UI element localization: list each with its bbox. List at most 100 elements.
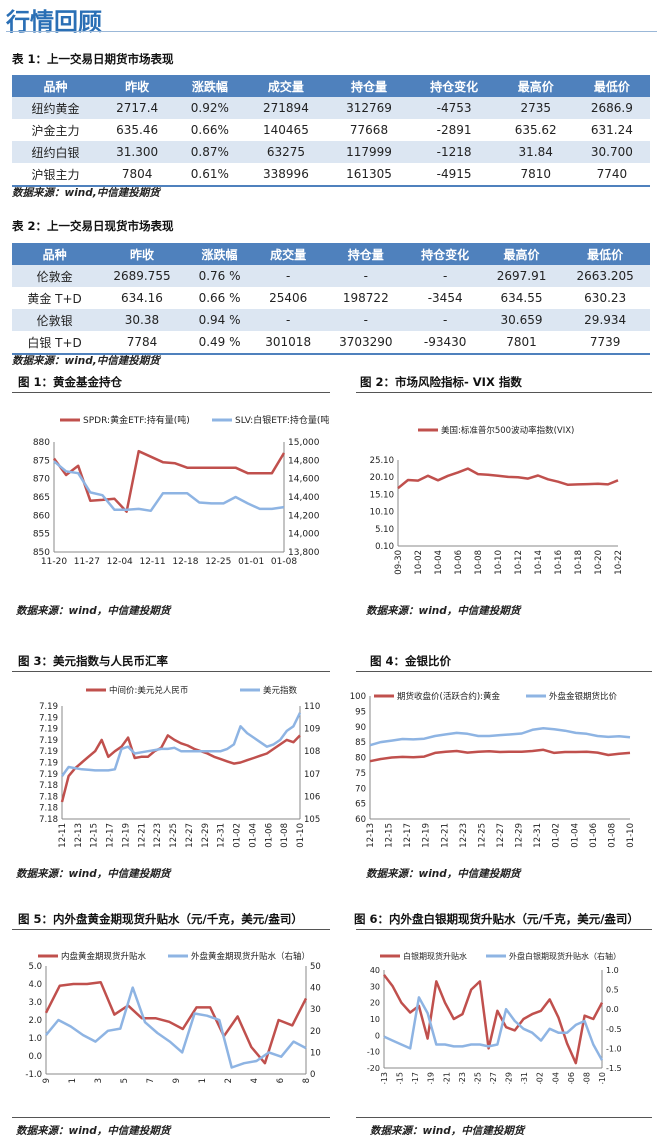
x-tick-label: 10-16 (554, 550, 564, 575)
legend-label: 外盘白银期现货升贴水（右轴） (509, 951, 621, 961)
table-cell: 635.62 (514, 123, 557, 137)
x-tick-label: 12-29 (201, 823, 211, 848)
series-line (52, 449, 286, 513)
y-tick-label: 10.10 (370, 508, 394, 518)
table-cell: - (252, 265, 324, 287)
y2-tick-label: 30 (310, 1005, 321, 1015)
x-tick-label: 01-08 (280, 823, 290, 848)
x-tick-label: 12-13 (380, 1072, 389, 1084)
table-cell: - (252, 309, 324, 331)
x-tick-label: 01-08 (607, 823, 617, 848)
x-tick-label: 12-19 (427, 1072, 436, 1084)
x-tick-label: 12-17 (106, 823, 116, 848)
table-cell: 3703290 (339, 335, 393, 349)
x-tick-label: 09-30 (394, 550, 404, 575)
x-tick-label: 01-04 (248, 823, 258, 848)
table2-caption: 表 2：上一交易日现货市场表现 (12, 219, 174, 233)
x-tick-label: 12-27 (185, 823, 195, 848)
fig5-chart: -1.0 0.0 1.0 2.0 3.0 4.0 5.0 0 10 20 30 40 50 12-19 12… (25, 951, 321, 1084)
x-tick-label: 12-17 (403, 823, 413, 848)
table-cell: 纽约黄金 (12, 97, 100, 119)
fig3-chart: 7.187.187.187.187.197.197.197.197.197.19… (39, 685, 320, 848)
table-cell: 198722 (342, 291, 389, 305)
y-tick-label: 7.18 (39, 792, 58, 802)
y-tick-label: 20 (370, 999, 380, 1008)
table-cell: 29.934 (560, 309, 650, 331)
y-tick-label: 4.0 (28, 980, 42, 990)
series-line (397, 467, 619, 490)
x-tick-label: 12-27 (496, 823, 506, 848)
legend-label: 美元指数 (263, 685, 298, 696)
table-cell: 0.61% (190, 167, 229, 181)
y-tick-label: 7.19 (39, 725, 58, 735)
series-line (53, 460, 285, 513)
table-cell: 2663.205 (560, 265, 650, 287)
y2-tick-label: 10 (310, 1048, 321, 1058)
table-cell: 0.87% (175, 141, 245, 163)
y-tick-label: -20 (367, 1064, 380, 1073)
legend-label: 期货收盘价(活跃合约):黄金 (397, 691, 500, 702)
y2-tick-label: -1.0 (606, 1044, 622, 1053)
table-cell: 635.46 (116, 123, 159, 137)
spot-table: 品种 昨收 涨跌幅 成交量 持仓量 持仓变化 最高价 最低价 伦敦金 2689.… (12, 243, 650, 355)
table-cell: 0.66% (190, 123, 229, 137)
x-tick-label: 12-29 (172, 1078, 182, 1084)
table-row: 黄金 T+D 634.16 0.66 % 25406 198722 -3454 … (12, 287, 650, 309)
x-tick-label: 12-31 (533, 823, 543, 848)
table-cell: -3454 (427, 291, 463, 305)
y-tick-label: 20.10 (370, 473, 394, 483)
x-tick-label: 12-23 (153, 823, 163, 848)
x-tick-label: 10-20 (594, 550, 604, 575)
table-cell: 沪银主力 (31, 167, 80, 182)
fig1-chart: 850 855 860 865 870 875 880 13,800 14,000 14,200 1… (33, 414, 330, 567)
y2-tick-label: 14,400 (288, 493, 320, 503)
y-tick-label: 100 (350, 692, 366, 702)
x-tick-label: 12-21 (440, 823, 450, 848)
y-tick-label: 2.0 (28, 1016, 42, 1026)
table-cell: 沪金主力 (31, 123, 80, 138)
legend-label: SLV:白银ETF:持仓量(吨) (235, 414, 330, 426)
fig4-caption: 图 4：金银比价 (370, 654, 452, 668)
title-divider (6, 31, 657, 32)
series-line (44, 980, 308, 1065)
table-row: 伦敦金 2689.755 0.76 % - - - 2697.91 2663.2… (12, 265, 650, 287)
fig2-chart: 0.10 5.10 10.10 15.10 20.10 25.10 09-30 10-02 10… (370, 425, 624, 575)
table-cell: 伦敦银 (12, 309, 98, 331)
x-tick-label: 01-01 (238, 557, 264, 567)
y2-tick-label: 0.0 (606, 1005, 619, 1014)
col-header: 涨跌幅 (175, 75, 245, 97)
y-tick-label: 855 (33, 530, 50, 540)
table-cell: 7784 (126, 335, 158, 349)
x-tick-label: 01-02 (536, 1072, 545, 1084)
y2-tick-label: 0.5 (606, 986, 619, 995)
y2-tick-label: 108 (304, 747, 320, 757)
table-cell: 7804 (121, 167, 153, 181)
fig4-source: 数据来源：wind，中信建投期货 (366, 868, 521, 880)
y-tick-label: 1.0 (28, 1034, 42, 1044)
table-cell: -2891 (436, 123, 472, 137)
y2-tick-label: 107 (304, 770, 320, 780)
table-cell: 161305 (346, 167, 392, 181)
col-header: 持仓变化 (410, 75, 498, 97)
table-cell: 2686.9 (573, 97, 650, 119)
fig6-chart: -20 -10 0 10 20 30 40 -1.5 -1.0 -0.5 0.0 0.5 1.0 12-1… (367, 951, 622, 1084)
y-tick-label: 7.18 (39, 781, 58, 791)
y2-tick-label: 109 (304, 725, 320, 735)
col-header: 成交量 (244, 75, 328, 97)
table-cell: 2717.4 (99, 97, 176, 119)
table-cell: 630.23 (584, 291, 627, 305)
table-cell: 140465 (263, 123, 309, 137)
table-cell: -93430 (423, 335, 467, 349)
y2-tick-label: 40 (310, 984, 321, 994)
col-header: 最高价 (482, 243, 561, 265)
x-tick-label: 12-29 (515, 823, 525, 848)
x-tick-label: 10-14 (534, 550, 544, 575)
legend-label: SPDR:黄金ETF:持有量(吨) (83, 414, 190, 426)
table-cell: 7810 (520, 167, 551, 181)
x-tick-label: 01-08 (582, 1072, 591, 1084)
x-tick-label: 12-15 (90, 823, 100, 848)
legend-label: 白银期现货升贴水 (403, 951, 467, 961)
x-tick-label: 12-21 (137, 823, 147, 848)
x-tick-label: 12-21 (68, 1078, 78, 1084)
fig2-caption: 图 2：市场风险指标- VIX 指数 (360, 375, 522, 389)
